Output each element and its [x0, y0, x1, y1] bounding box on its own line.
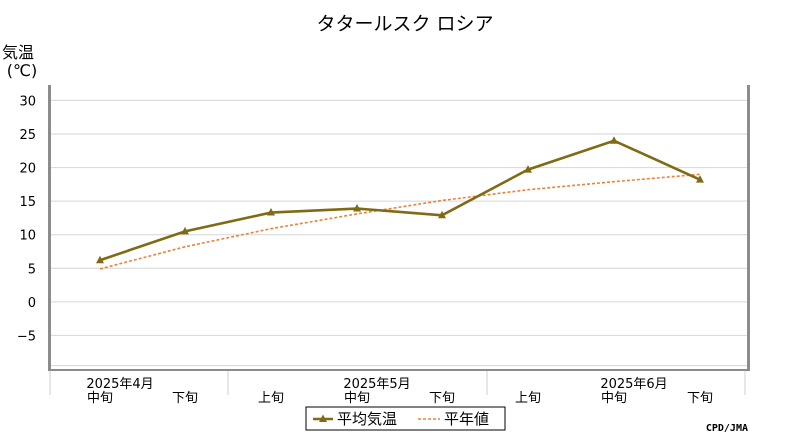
legend-label-average: 平均気温 [337, 410, 397, 428]
x-tick-label: 中旬 [87, 391, 113, 406]
x-tick-label: 下旬 [429, 391, 455, 406]
plot-frame [48, 85, 750, 395]
y-tick-label: 0 [28, 296, 36, 311]
data-point [524, 165, 532, 173]
chart-title: タタールスク ロシア [316, 13, 493, 35]
y-tick-label: 15 [19, 195, 36, 210]
data-point [181, 226, 189, 235]
data-point [438, 210, 446, 219]
legend: 平均気温 平年値 [305, 406, 506, 431]
month-label: 2025年6月 [600, 377, 667, 392]
y-axis-line [48, 85, 51, 371]
legend-label-normal: 平年値 [444, 410, 489, 428]
legend-box [305, 406, 506, 431]
right-axis-line [747, 85, 750, 371]
x-tick-label: 下旬 [172, 391, 198, 406]
data-point [267, 208, 275, 216]
data-point [610, 136, 618, 144]
y-ticks: 30 25 20 15 10 5 0 −5 [17, 94, 36, 344]
y-tick-label: 20 [19, 162, 36, 177]
month-label: 2025年4月 [86, 377, 153, 392]
grid [50, 99, 748, 367]
series-line-average [99, 139, 701, 262]
x-tick-label: 上旬 [258, 391, 284, 406]
y-axis-unit: (℃) [7, 61, 37, 80]
y-tick-label: 5 [28, 262, 36, 277]
y-tick-label: 10 [19, 229, 36, 244]
data-point [353, 204, 361, 212]
source-credit: CPD/JMA [706, 423, 748, 434]
x-tick-label: 中旬 [601, 391, 627, 406]
series-line-normal [99, 173, 701, 270]
y-axis-label: 気温 [2, 43, 34, 62]
data-point [696, 175, 704, 183]
y-tick-label: −5 [17, 329, 36, 344]
x-tick-label: 上旬 [515, 391, 541, 406]
x-tick-label: 中旬 [344, 391, 370, 406]
y-tick-label: 30 [19, 94, 36, 109]
data-point [96, 255, 104, 264]
legend-marker-average [319, 414, 327, 422]
y-tick-label: 25 [19, 128, 36, 143]
series [96, 136, 704, 270]
x-tick-label: 下旬 [687, 391, 713, 406]
x-ticks: 中旬 下旬 上旬 中旬 下旬 上旬 中旬 下旬 2025年4月 2025年5月 2025年6月 [86, 377, 713, 406]
month-label: 2025年5月 [343, 377, 410, 392]
